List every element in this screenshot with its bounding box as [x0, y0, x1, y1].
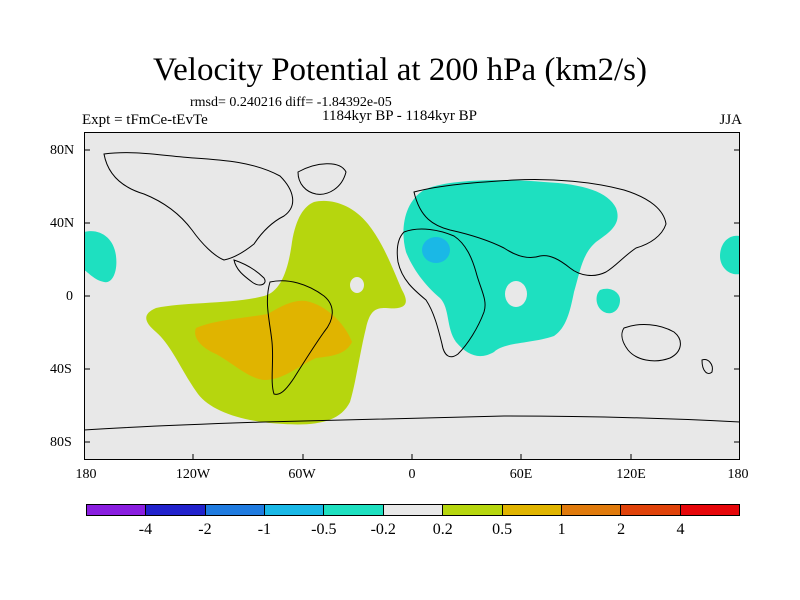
negative-anomaly-region-east — [596, 288, 620, 314]
negative-anomaly-east-edge — [720, 235, 740, 275]
map-panel — [84, 132, 740, 460]
colorbar-label: -4 — [138, 521, 153, 538]
colorbar-swatch — [621, 505, 681, 515]
lat-label-40n: 40N — [50, 216, 75, 231]
colorbar-label: 0.5 — [492, 521, 513, 538]
map-svg — [84, 132, 740, 460]
lon-label-120e: 120E — [616, 467, 646, 482]
colorbar-label: 1 — [557, 521, 566, 538]
stats-text: rmsd= 0.240216 diff= -1.84392e-05 — [190, 95, 392, 110]
axis-ticks — [84, 149, 740, 460]
colorbar-swatch — [146, 505, 206, 515]
colorbar-swatch — [502, 505, 562, 515]
negative-anomaly-region — [403, 180, 618, 357]
colorbar-label: 2 — [617, 521, 626, 538]
colorbar-label: -2 — [198, 521, 212, 538]
colorbar-label: 0.2 — [432, 521, 453, 538]
lon-label-60w: 60W — [288, 467, 316, 482]
colorbar-swatch — [205, 505, 266, 515]
lon-label-180e: 180 — [727, 467, 749, 482]
lon-label-180w: 180 — [75, 467, 97, 482]
colorbar-swatch — [443, 505, 503, 515]
experiment-label: Expt = tFmCe-tEvTe — [82, 112, 208, 128]
negative-strong-region — [422, 237, 450, 263]
hole-neutral — [350, 277, 364, 293]
lon-label-0: 0 — [408, 467, 416, 482]
colorbar-swatch — [383, 505, 444, 515]
hole-neutral-africa — [505, 281, 527, 307]
negative-anomaly-west-edge — [84, 231, 117, 283]
colorbar-label: -1 — [257, 521, 272, 538]
lat-label-80s: 80S — [50, 435, 72, 450]
colorbar-label: -0.2 — [370, 521, 396, 538]
lat-label-80n: 80N — [50, 143, 75, 158]
colorbar-swatch — [265, 505, 325, 515]
colorbar-label: -0.5 — [311, 521, 337, 538]
lat-label-40s: 40S — [50, 362, 72, 377]
colorbar-label: 4 — [676, 521, 685, 538]
positive-strong-region — [195, 300, 352, 380]
coastlines — [84, 152, 740, 431]
lat-label-0: 0 — [66, 289, 73, 304]
map-background — [84, 132, 740, 460]
lon-label-120w: 120W — [175, 467, 211, 482]
colorbar — [86, 504, 740, 516]
period-text: 1184kyr BP - 1184kyr BP — [322, 108, 478, 124]
colorbar-swatch — [561, 505, 622, 515]
season-label: JJA — [719, 112, 742, 128]
plot-title: Velocity Potential at 200 hPa (km2/s) — [152, 52, 648, 88]
colorbar-swatch — [324, 505, 384, 515]
colorbar-swatch — [680, 505, 739, 515]
lon-label-60e: 60E — [509, 467, 533, 482]
colorbar-swatch — [87, 505, 147, 515]
